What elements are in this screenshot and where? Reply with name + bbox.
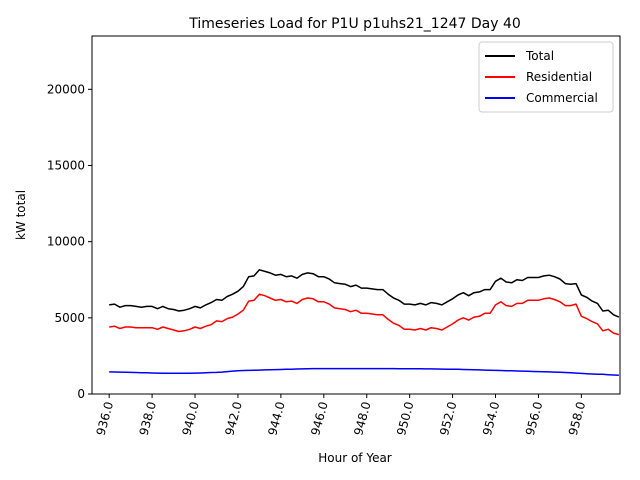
series-line-total — [109, 269, 620, 318]
y-axis-ticks: 0 5000 10000 15000 20000 — [47, 82, 92, 401]
x-axis-label: Hour of Year — [318, 451, 392, 465]
y-tick-label: 20000 — [47, 82, 85, 96]
series-line-commercial — [109, 367, 619, 377]
legend-label-residential: Residential — [526, 70, 592, 84]
chart-title: Timeseries Load for P1U p1uhs21_1247 Day… — [188, 16, 521, 32]
y-tick-label: 15000 — [47, 158, 85, 172]
legend-label-total: Total — [525, 49, 554, 63]
y-tick-label: 0 — [77, 387, 85, 401]
plot-lines — [109, 269, 620, 377]
y-tick-label: 5000 — [54, 311, 85, 325]
plot-frame — [91, 35, 621, 395]
legend-label-commercial: Commercial — [526, 91, 598, 105]
y-axis-label: kW total — [14, 190, 28, 240]
series-line-residential — [109, 293, 620, 336]
legend: Total Residential Commercial — [478, 41, 614, 113]
legend-box — [478, 41, 614, 113]
y-tick-label: 10000 — [47, 235, 85, 249]
